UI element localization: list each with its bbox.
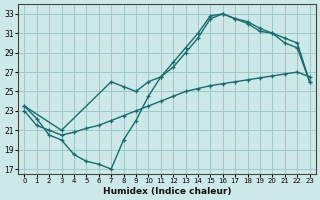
X-axis label: Humidex (Indice chaleur): Humidex (Indice chaleur) bbox=[103, 187, 231, 196]
